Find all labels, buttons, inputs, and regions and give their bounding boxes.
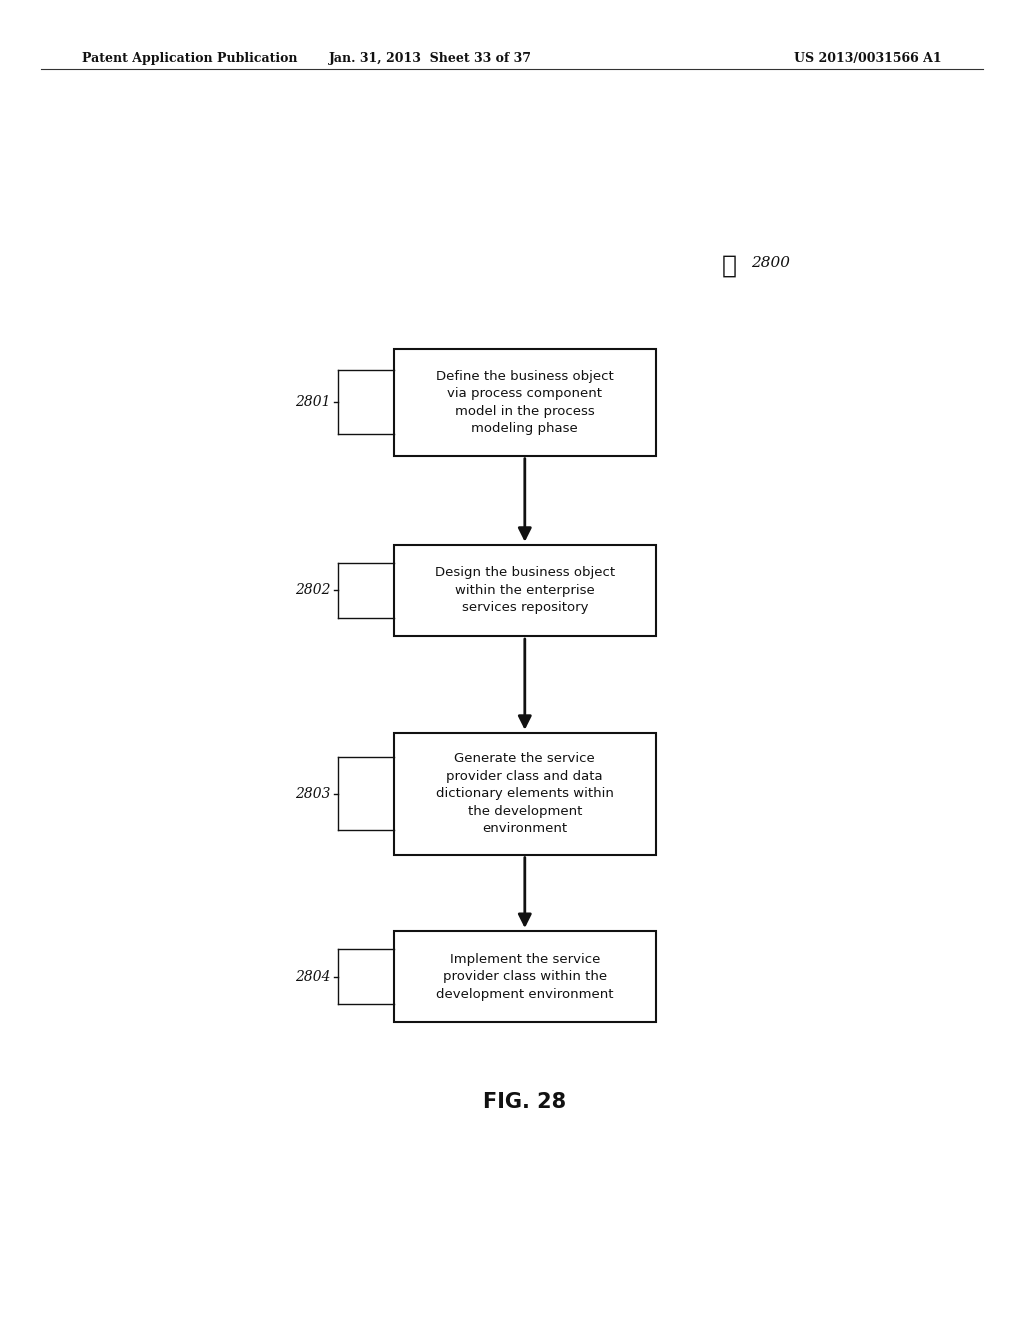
Text: Patent Application Publication: Patent Application Publication	[82, 51, 297, 65]
Text: 2804: 2804	[295, 970, 331, 983]
Bar	[394, 348, 655, 455]
Text: 2800: 2800	[751, 256, 790, 271]
Text: Generate the service
provider class and data
dictionary elements within
the deve: Generate the service provider class and …	[436, 752, 613, 836]
Text: 2803: 2803	[295, 787, 331, 801]
Text: FIG. 28: FIG. 28	[483, 1092, 566, 1111]
Bar	[394, 931, 655, 1022]
Text: US 2013/0031566 A1: US 2013/0031566 A1	[795, 51, 942, 65]
Text: Implement the service
provider class within the
development environment: Implement the service provider class wit…	[436, 953, 613, 1001]
Text: 2802: 2802	[295, 583, 331, 598]
Text: Define the business object
via process component
model in the process
modeling p: Define the business object via process c…	[436, 370, 613, 436]
Text: 2801: 2801	[295, 395, 331, 409]
Bar	[394, 545, 655, 636]
Bar	[394, 733, 655, 854]
Text: Design the business object
within the enterprise
services repository: Design the business object within the en…	[435, 566, 614, 614]
Text: Jan. 31, 2013  Sheet 33 of 37: Jan. 31, 2013 Sheet 33 of 37	[329, 51, 531, 65]
Text: ⤶: ⤶	[720, 253, 734, 277]
